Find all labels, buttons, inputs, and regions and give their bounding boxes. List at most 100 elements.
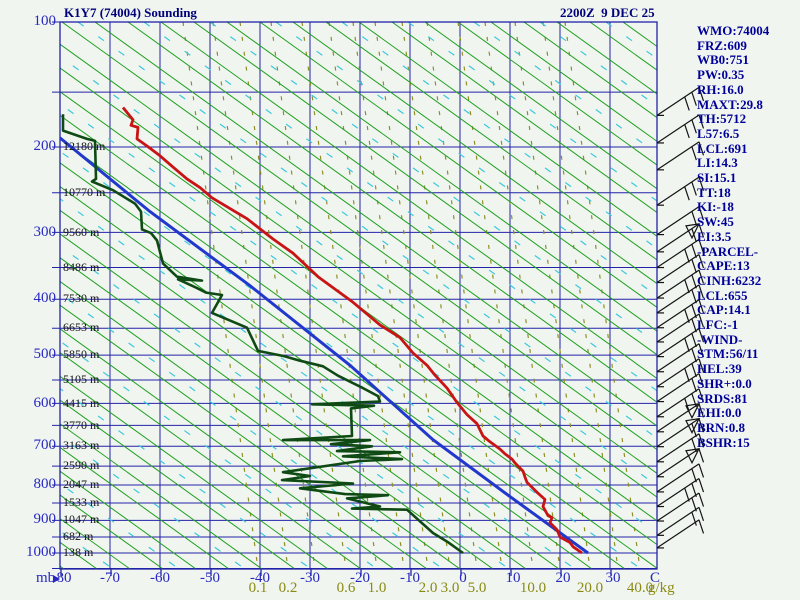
mixing-ratio-label: 0.2 [278,580,298,596]
height-label: 5850 m [63,347,100,361]
pressure-label: 900 [33,511,57,527]
wind-barb-feather [691,119,697,134]
index-value: CINH:6232 [697,272,762,288]
wind-barb-feather [698,239,705,254]
moist-adiabat-line [407,22,657,202]
index-value: BSHR:15 [697,434,750,450]
dry-adiabat-line [60,233,527,569]
index-value: PW:0.35 [697,67,745,83]
pressure-label: 500 [33,346,57,362]
dry-adiabat-line [60,209,560,569]
wind-barb [656,478,700,508]
wind-barb-flag [685,223,701,240]
wind-barb-feather [698,492,705,507]
wind-barb-flag [685,447,701,465]
height-label: 9560 m [63,225,100,239]
mixing-ratio-label: 40.0 [626,580,654,596]
pressure-label: 800 [33,476,57,492]
wind-barb [656,463,700,493]
wind-barb-feather [698,418,705,433]
wind-barb-column [656,86,705,549]
mixing-ratio-line [542,22,619,569]
temperature-label: -70 [100,570,120,586]
index-value: -PARCEL- [697,243,759,259]
index-value: SI:15.1 [697,170,737,186]
wind-barb-feather [698,519,705,534]
wind-barb-feather [691,318,697,333]
page-title: K1Y7 (74004) Sounding [64,5,197,20]
mixing-ratio-line [301,22,378,569]
mixing-ratio-line [564,22,641,569]
dry-adiabat-line [358,22,657,237]
mixing-ratio-label: 2.0 [418,580,438,596]
wind-barb-feather [698,328,705,343]
dry-adiabat-line [61,22,657,451]
pressure-label: 400 [33,290,57,306]
wind-barb [656,519,700,549]
wind-barb-feather [691,259,697,273]
arrow-right-icon [53,575,60,583]
wind-barb-feather [684,248,690,263]
dry-adiabat-line [60,67,657,498]
dry-adiabat-line [60,328,395,569]
wind-barb [656,114,700,144]
wind-barb [656,299,700,329]
dry-adiabat-line [60,138,657,569]
moist-adiabat-line [341,22,657,250]
index-value: WMO:74004 [697,23,770,38]
index-value: CAP:14.1 [697,302,751,318]
wind-barb-feather [698,223,705,238]
wind-barb-feather [698,254,705,269]
indices-panel: WMO:74004 FRZ:609 WB0:751 PW:0.35 RH:16.0 MAX… [697,23,799,450]
wind-barb-feather [698,358,705,373]
height-label: 1047 m [63,512,100,526]
mixing-ratio-label: 20.0 [576,580,604,596]
mb-unit-label: mb [36,570,56,586]
dry-adiabat-line [60,43,657,475]
wind-barb-feather [698,299,705,314]
wind-barb-feather [698,373,705,388]
index-value: RH:16.0 [697,81,744,97]
wind-barb-feather [698,114,705,129]
mixing-ratio-label: 0.1 [248,580,268,596]
mixing-ratio-line [514,22,591,569]
moist-adiabat-line [60,292,444,569]
datetime-label: 2200Z 9 DEC 25 [560,5,655,20]
index-value: BRN:0.8 [697,419,746,435]
wind-barb-feather [684,368,690,382]
height-label: 10770 m [63,185,106,199]
wind-barb-feather [691,483,697,497]
wind-barb [656,284,700,314]
dry-adiabat-line [226,22,657,332]
moist-adiabat-line [275,22,657,297]
wind-barb-feather [691,146,697,161]
dry-adiabat-line [292,22,657,285]
dewpoint-curve [61,114,464,555]
gkg-unit-label: g/kg [648,580,675,596]
dry-adiabat-line [391,22,657,214]
moist-adiabat-line [60,103,657,534]
wind-barb-feather [684,186,690,201]
mixing-ratio-label: 10.0 [519,580,547,596]
wind-barb-feather [698,463,705,478]
mixing-ratio-line [484,22,561,569]
temperature-label: 0 [459,570,467,586]
index-value: LFC:-1 [697,317,739,333]
dry-adiabat-line [60,185,593,569]
dry-adiabat-line [60,375,329,569]
index-value: HEL:39 [697,361,742,377]
wind-barb [656,176,700,206]
wind-barb-feather [698,141,705,156]
temperature-label: 10 [505,570,521,586]
wind-barb [656,403,700,433]
height-label: 682 m [63,529,94,543]
mixing-ratio-line [352,22,429,569]
wind-barb-feather [691,228,697,243]
index-value: SRDS:81 [697,390,748,406]
wind-barb [656,239,700,269]
height-label: 1533 m [63,495,100,509]
dry-adiabat-line [60,446,230,569]
wind-barb-feather [691,181,697,196]
height-label: 4415 m [63,396,100,410]
